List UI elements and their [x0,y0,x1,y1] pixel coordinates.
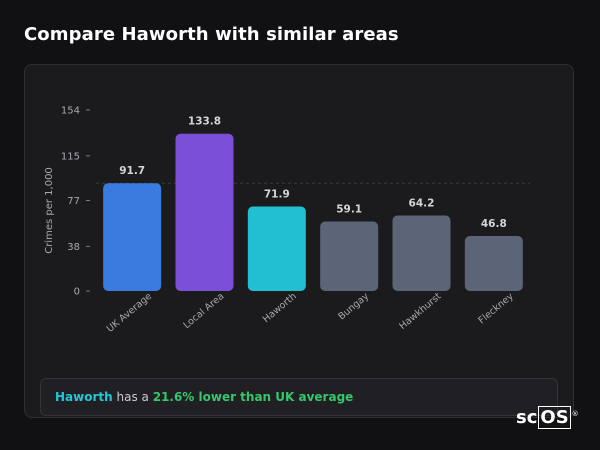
logo-text-b: OS [538,406,571,429]
bar [464,235,523,291]
x-tick-label: Bungay [336,291,371,323]
bar [247,206,306,291]
bar-value-label: 91.7 [119,165,145,177]
logo-text-a: sc [516,407,538,428]
bar-value-label: 59.1 [336,204,362,216]
x-tick-label: Haworth [261,291,299,325]
y-tick-label: 0 [74,287,80,298]
summary-text: has a [112,390,153,404]
bar-value-label: 46.8 [481,218,507,230]
x-tick-label: Fleckney [476,291,516,327]
summary-comparison: 21.6% lower than UK average [152,390,354,404]
y-tick-label: 38 [67,242,80,253]
x-tick-label: Hawkhurst [397,291,443,332]
y-tick-label: 154 [61,106,80,117]
bar-value-label: 133.8 [188,116,221,128]
logo-registered-mark: ® [571,410,579,418]
bar [175,133,234,291]
scos-logo: sc OS ® [516,406,579,429]
page-title: Compare Haworth with similar areas [24,24,399,45]
y-axis-label: Crimes per 1,000 [44,167,55,254]
bar-value-label: 71.9 [264,188,290,200]
y-tick-label: 77 [67,196,80,207]
bar [103,183,162,291]
x-tick-label: Local Area [181,291,226,331]
bar-value-label: 64.2 [409,198,435,210]
comparison-summary: Haworth has a 21.6% lower than UK averag… [40,378,558,416]
bar [320,221,379,291]
bar [392,215,451,291]
summary-location: Haworth [55,390,113,404]
y-tick-label: 115 [61,151,80,162]
x-tick-label: UK Average [105,291,154,335]
